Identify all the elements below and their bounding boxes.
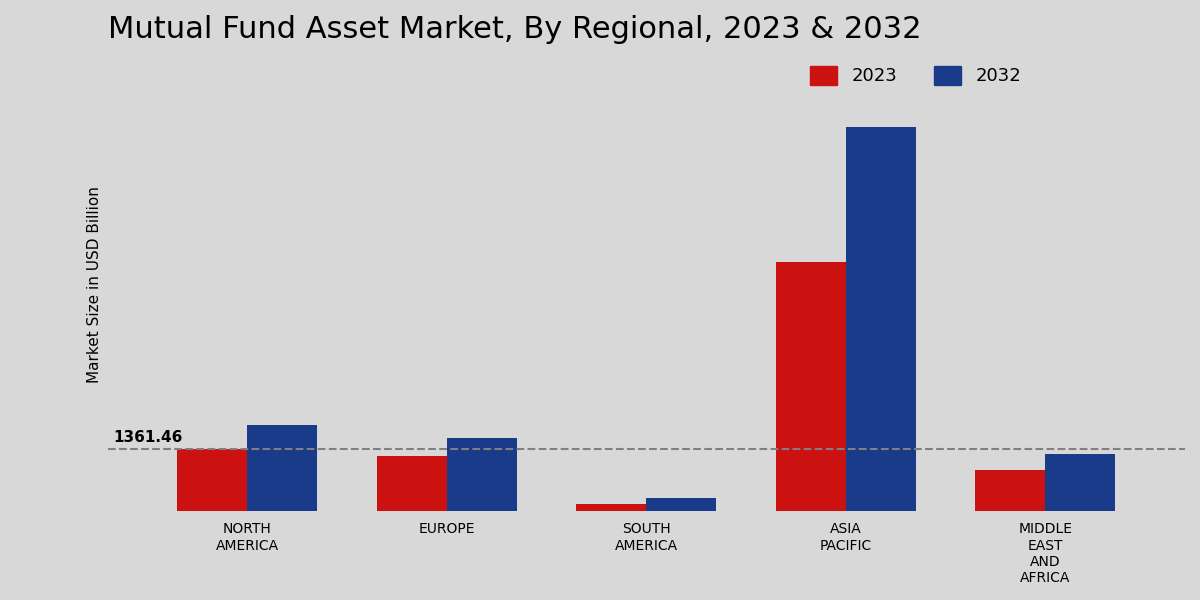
- Bar: [178, 449, 247, 511]
- Legend: 2023, 2032: 2023, 2032: [803, 59, 1028, 92]
- Bar: [446, 439, 516, 511]
- Text: 1361.46: 1361.46: [113, 430, 182, 445]
- Text: Mutual Fund Asset Market, By Regional, 2023 & 2032: Mutual Fund Asset Market, By Regional, 2…: [108, 15, 922, 44]
- Bar: [846, 127, 916, 511]
- Bar: [776, 262, 846, 511]
- Bar: [247, 425, 317, 511]
- Bar: [647, 498, 716, 511]
- Y-axis label: Market Size in USD Billion: Market Size in USD Billion: [86, 186, 102, 383]
- Bar: [976, 470, 1045, 511]
- Bar: [1045, 454, 1115, 511]
- Bar: [377, 457, 446, 511]
- Bar: [576, 504, 647, 511]
